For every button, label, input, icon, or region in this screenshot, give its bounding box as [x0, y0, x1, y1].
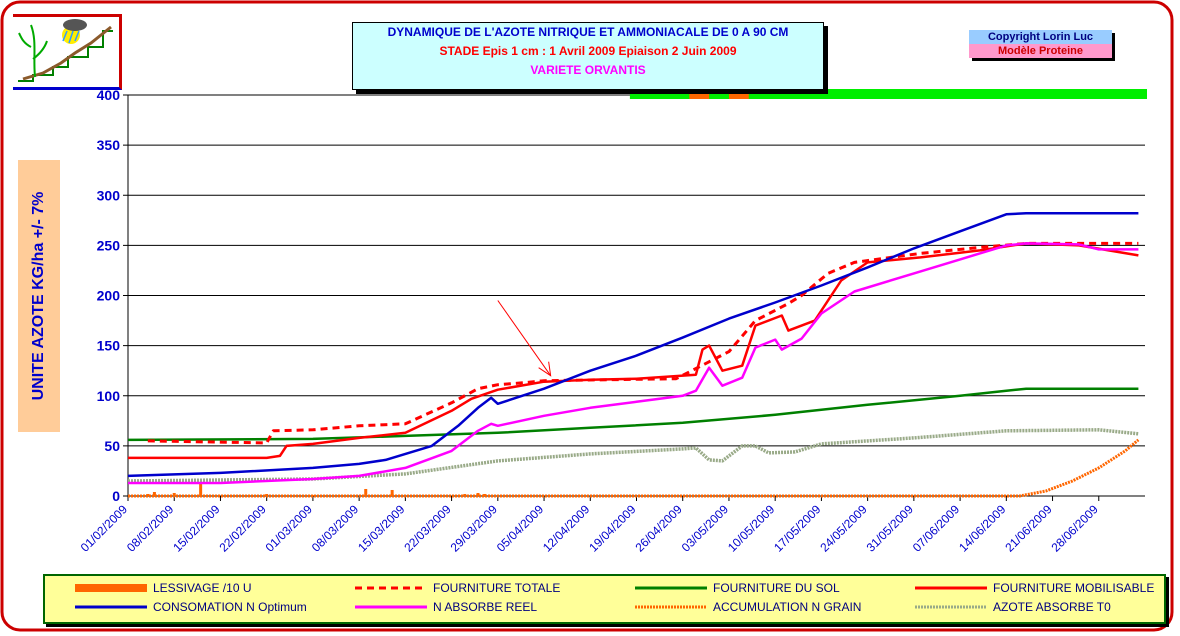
legend-swatch-dashed-icon — [355, 586, 427, 590]
chart-title: DYNAMIQUE DE L'AZOTE NITRIQUE ET AMMONIA… — [387, 25, 789, 39]
y-tick-label: 350 — [97, 137, 121, 153]
y-tick-label: 0 — [112, 488, 120, 504]
stage-mark — [689, 92, 710, 99]
y-tick-label: 50 — [104, 438, 120, 454]
series-azote-t0-line — [127, 428, 1139, 483]
legend-swatch-dotted-icon — [915, 605, 987, 609]
series-n-absorbe-line — [128, 242, 1139, 485]
stage-bar — [629, 89, 1147, 99]
lessivage-bar — [390, 489, 394, 496]
legend-swatch-line-icon — [355, 605, 427, 609]
logo — [13, 14, 122, 90]
y-axis-label: UNITE AZOTE KG/ha +/- 7% — [30, 191, 47, 401]
y-tick-label: 150 — [97, 338, 121, 354]
series-consomation-line — [127, 212, 1139, 478]
annotation-arrow-line — [497, 300, 552, 376]
y-tick-label: 300 — [97, 187, 121, 203]
lessivage-bar — [172, 492, 176, 496]
stage-mark — [728, 92, 749, 99]
chart-title-box: DYNAMIQUE DE L'AZOTE NITRIQUE ET AMMONIA… — [352, 22, 824, 90]
legend-swatch-bar-icon — [75, 584, 147, 592]
series-fourniture-totale-line — [147, 241, 1139, 445]
series-fourniture-sol-line — [127, 387, 1139, 442]
legend-swatch-line-icon — [75, 605, 147, 609]
lessivage-bar — [476, 492, 480, 496]
lessivage-bar — [146, 493, 150, 496]
lessivage-bar — [199, 483, 203, 496]
y-tick-label: 200 — [97, 288, 121, 304]
y-axis-label-box: UNITE AZOTE KG/ha +/- 7% — [18, 160, 60, 432]
lessivage-bar — [152, 491, 156, 496]
lessivage-bar — [265, 493, 269, 496]
annotation-arrow-head-icon — [538, 361, 552, 377]
copyright-box: Copyright Lorin Luc Modèle Proteine — [969, 30, 1112, 58]
lessivage-bar — [463, 493, 467, 496]
lessivage-bar — [483, 493, 487, 496]
y-tick-label: 250 — [97, 237, 121, 253]
plot-area: 05010015020025030035040001/02/200908/02/… — [78, 87, 1147, 555]
lessivage-bar — [311, 494, 315, 496]
legend-swatch-dotted-icon — [635, 605, 707, 609]
legend-swatch-line-icon — [915, 586, 987, 590]
legend-swatch-line-icon — [635, 586, 707, 590]
y-tick-label: 100 — [97, 388, 121, 404]
model-name-text: Modèle Proteine — [969, 44, 1112, 58]
wheat-logo-icon — [13, 17, 119, 87]
chart-subtitle-stage: STADE Epis 1 cm : 1 Avril 2009 Epiaison … — [439, 44, 737, 58]
copyright-text: Copyright Lorin Luc — [969, 30, 1112, 44]
series-accumulation-line — [128, 438, 1140, 498]
lessivage-bar — [364, 488, 368, 496]
legend: LESSIVAGE /10 U FOURNITURE TOTALE FOURNI… — [43, 574, 1166, 624]
chart-subtitle-variety: VARIETE ORVANTIS — [530, 63, 646, 77]
y-tick-label: 400 — [97, 87, 121, 103]
